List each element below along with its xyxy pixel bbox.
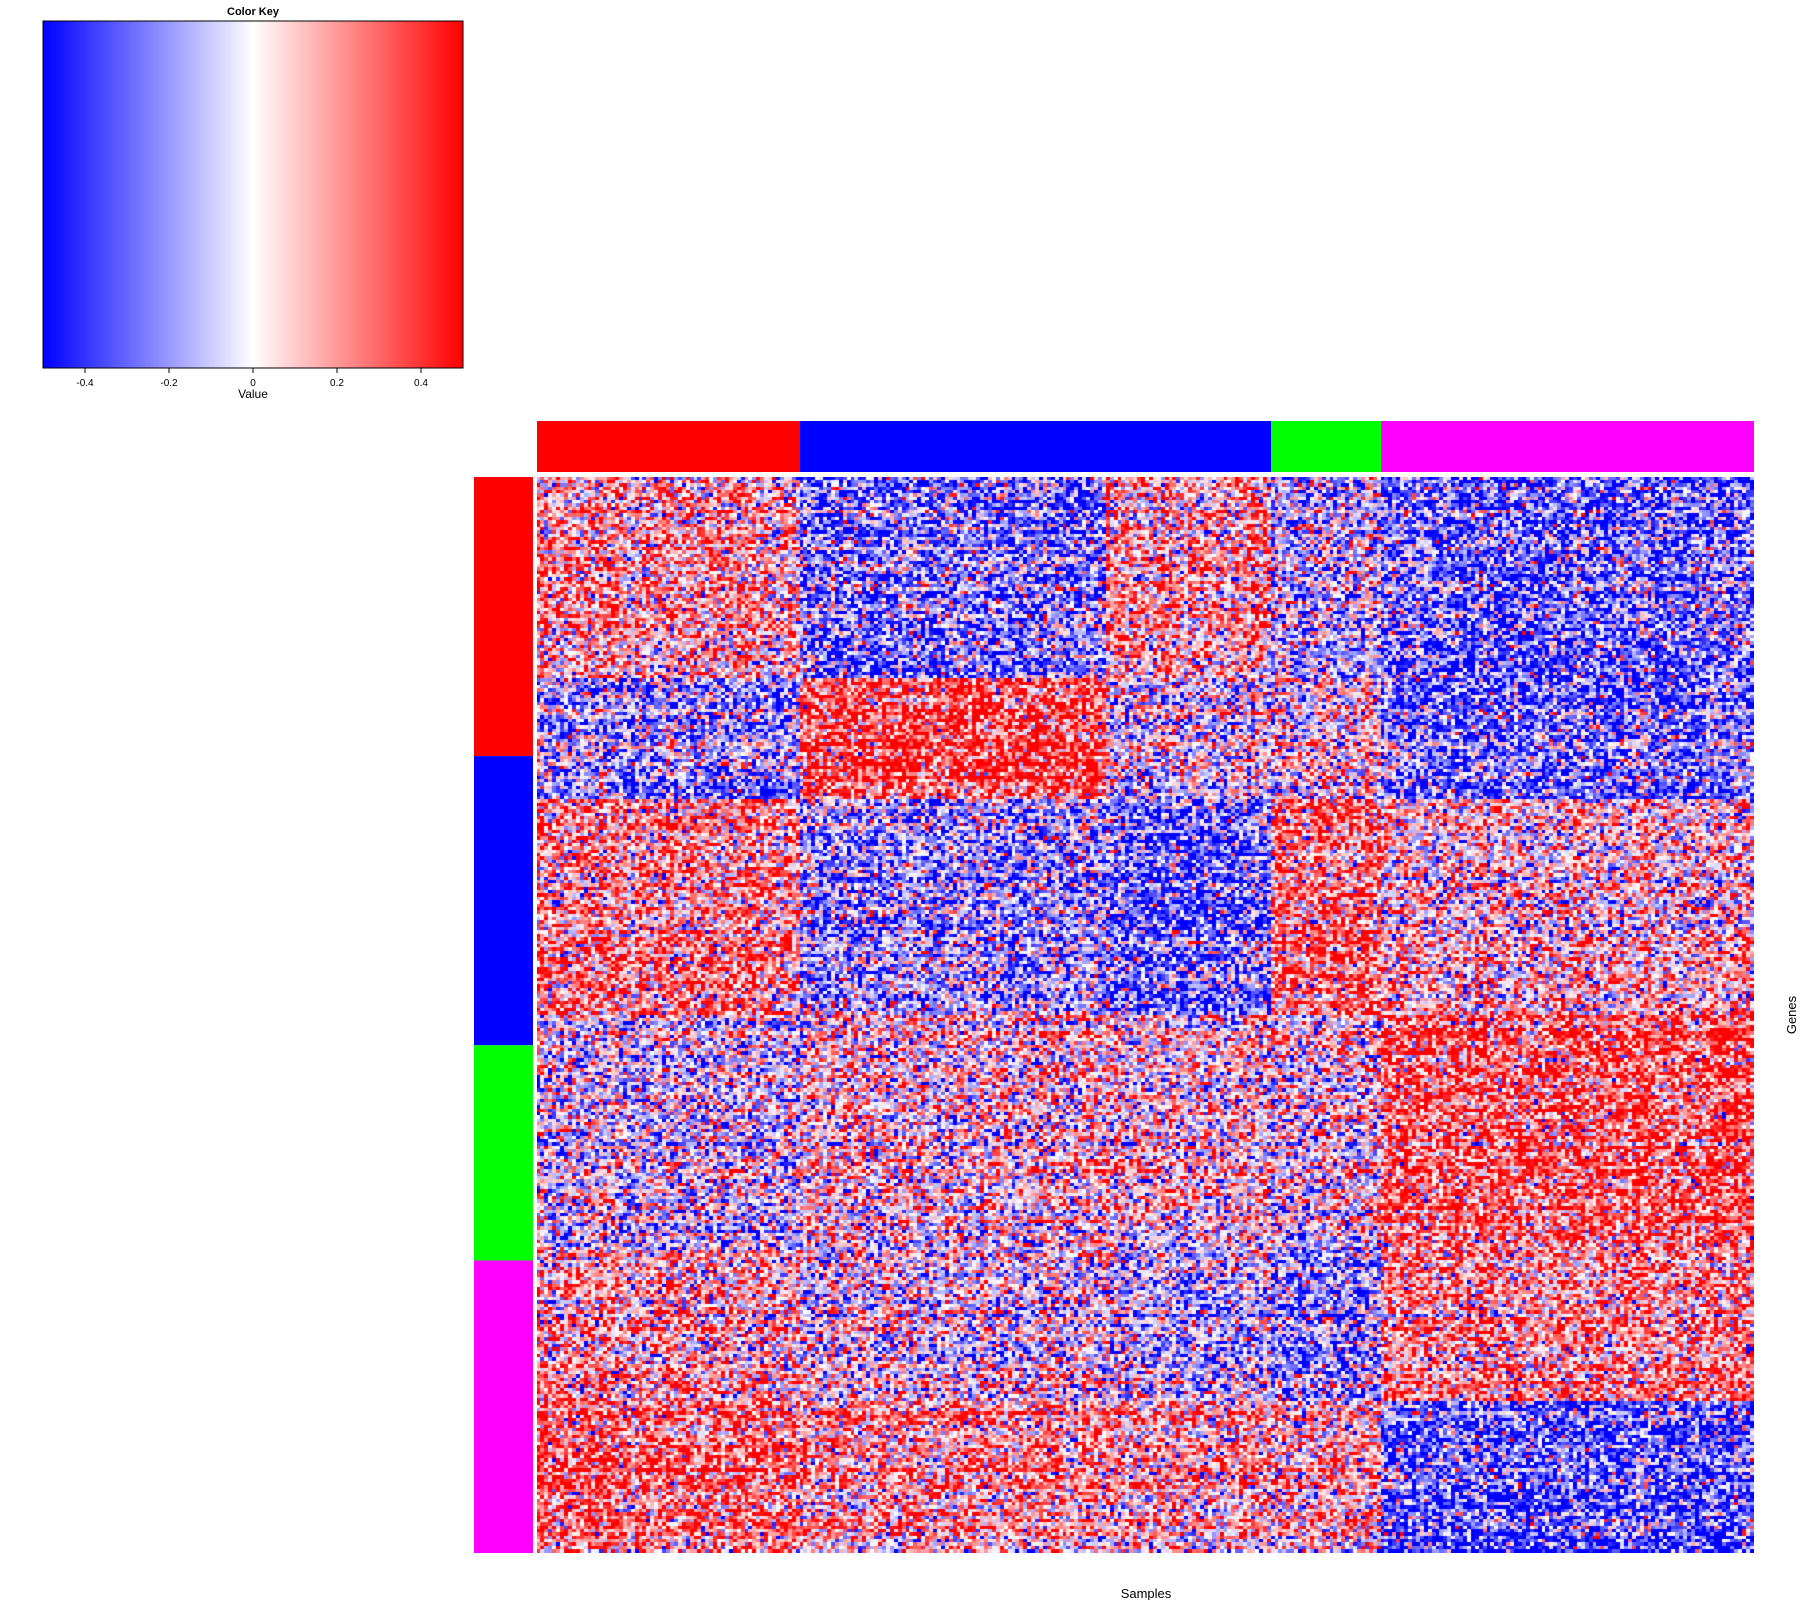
color-key-ticks: -0.4 -0.2 0 0.2 0.4 (76, 368, 428, 389)
row-side-colors (474, 477, 533, 1553)
color-key-tick-label: 0 (250, 378, 256, 389)
column-side-color-sample-group-1 (537, 421, 801, 472)
color-key-tick-label: 0.4 (414, 378, 428, 389)
color-key-tick-label: -0.4 (76, 378, 94, 389)
y-axis-label: Genes (1784, 995, 1799, 1034)
color-key-tick-label: -0.2 (160, 378, 178, 389)
row-side-color-gene-group-3 (474, 1045, 533, 1261)
color-key: Color Key -0.4 -0.2 0 0.2 0.4 Value (42, 6, 464, 401)
column-side-color-sample-group-4 (1381, 421, 1754, 472)
heatmap-cells (537, 477, 1754, 1553)
column-side-colors (537, 421, 1754, 472)
row-side-color-gene-group-4 (474, 1260, 533, 1553)
color-key-tick-label: 0.2 (330, 378, 344, 389)
column-side-color-sample-group-2 (800, 421, 1272, 472)
row-side-color-gene-group-1 (474, 477, 533, 757)
column-side-color-sample-group-3 (1271, 421, 1382, 472)
color-key-xlabel: Value (238, 387, 268, 401)
x-axis-label: Samples (1121, 1586, 1172, 1600)
row-side-color-gene-group-2 (474, 756, 533, 1046)
color-key-title: Color Key (227, 6, 280, 18)
color-key-gradient (42, 20, 464, 369)
